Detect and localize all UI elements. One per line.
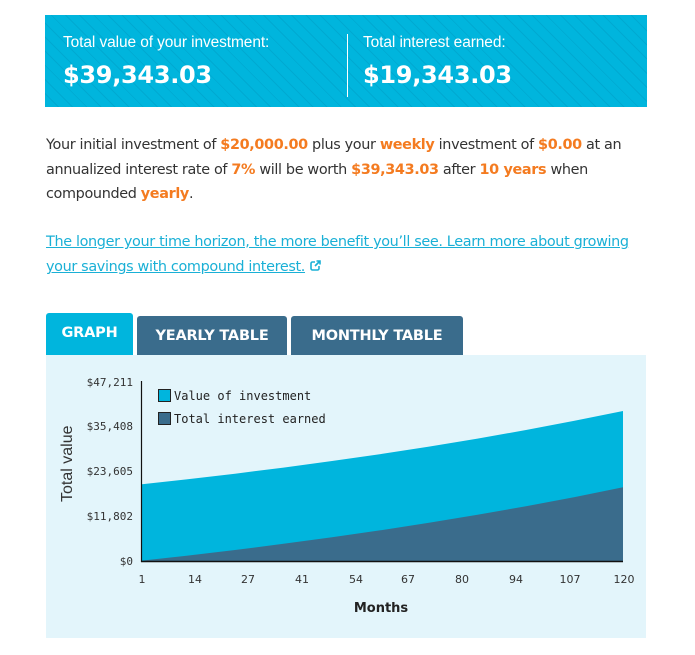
summary-text: Your initial investment of $20,000.00 pl… bbox=[46, 133, 646, 207]
x-tick: 14 bbox=[188, 573, 202, 586]
contribution-frequency-value: weekly bbox=[379, 137, 435, 153]
results-banner: Total value of your investment: $39,343.… bbox=[45, 15, 647, 107]
compound-interest-chart bbox=[140, 381, 623, 563]
legend-swatch-interest bbox=[158, 412, 171, 425]
banner-divider bbox=[347, 34, 348, 97]
contribution-value: $0.00 bbox=[538, 137, 582, 153]
summary-fragment: when compounded bbox=[46, 161, 588, 203]
y-tick: $47,211 bbox=[86, 376, 133, 389]
tab-yearly-table[interactable]: YEARLY TABLE bbox=[137, 316, 287, 355]
x-tick: 1 bbox=[138, 573, 146, 586]
x-tick: 120 bbox=[613, 573, 635, 586]
x-tick: 80 bbox=[455, 573, 469, 586]
y-tick: $35,408 bbox=[86, 420, 133, 433]
legend-label-value: Value of investment bbox=[174, 388, 312, 403]
tab-graph[interactable]: GRAPH bbox=[46, 313, 133, 355]
x-tick: 94 bbox=[509, 573, 523, 586]
interest-label: Total interest earned: bbox=[363, 34, 506, 51]
x-axis-title: Months bbox=[353, 601, 409, 616]
interest-rate-value: 7% bbox=[231, 161, 256, 178]
legend-swatch-value bbox=[158, 389, 171, 402]
learn-more-text: The longer your time horizon, the more b… bbox=[46, 234, 629, 275]
interest-amount: $19,343.03 bbox=[363, 61, 512, 89]
compounding-value: yearly bbox=[140, 186, 190, 202]
summary-fragment: will be worth bbox=[255, 161, 352, 178]
learn-more-link[interactable]: The longer your time horizon, the more b… bbox=[46, 230, 646, 280]
y-tick: $11,802 bbox=[86, 510, 133, 523]
summary-fragment: after bbox=[438, 161, 480, 178]
legend-item-value: Value of investment bbox=[158, 384, 326, 407]
years-value: 10 years bbox=[479, 161, 547, 178]
y-tick: $0 bbox=[119, 555, 133, 568]
external-link-icon bbox=[310, 255, 322, 271]
summary-fragment: at an annualized interest rate of bbox=[46, 137, 622, 178]
x-tick: 54 bbox=[349, 573, 363, 586]
total-value-block: Total value of your investment: $39,343.… bbox=[63, 33, 269, 90]
x-tick: 67 bbox=[401, 573, 415, 586]
total-value-label: Total value of your investment: bbox=[63, 34, 270, 51]
summary-fragment: plus your bbox=[307, 137, 380, 153]
tab-monthly-table[interactable]: MONTHLY TABLE bbox=[291, 316, 463, 355]
x-tick: 27 bbox=[241, 573, 255, 586]
x-tick: 41 bbox=[295, 573, 309, 586]
initial-investment-value: $20,000.00 bbox=[220, 137, 308, 153]
y-tick: $23,605 bbox=[86, 465, 133, 478]
x-tick: 107 bbox=[559, 573, 581, 586]
legend-item-interest: Total interest earned bbox=[158, 407, 326, 430]
summary-fragment: investment of bbox=[434, 137, 539, 153]
interest-block: Total interest earned: $19,343.03 bbox=[363, 33, 512, 90]
final-value: $39,343.03 bbox=[351, 161, 439, 178]
chart-legend: Value of investment Total interest earne… bbox=[158, 384, 326, 430]
legend-label-interest: Total interest earned bbox=[174, 411, 326, 426]
y-axis-title: Total value bbox=[59, 425, 76, 503]
graph-panel: $47,211 $35,408 $23,605 $11,802 $0 1 14 … bbox=[46, 355, 646, 638]
summary-fragment: Your initial investment of bbox=[46, 137, 221, 153]
interest-area bbox=[142, 487, 623, 561]
total-value-amount: $39,343.03 bbox=[63, 61, 212, 89]
summary-fragment: . bbox=[188, 186, 194, 202]
